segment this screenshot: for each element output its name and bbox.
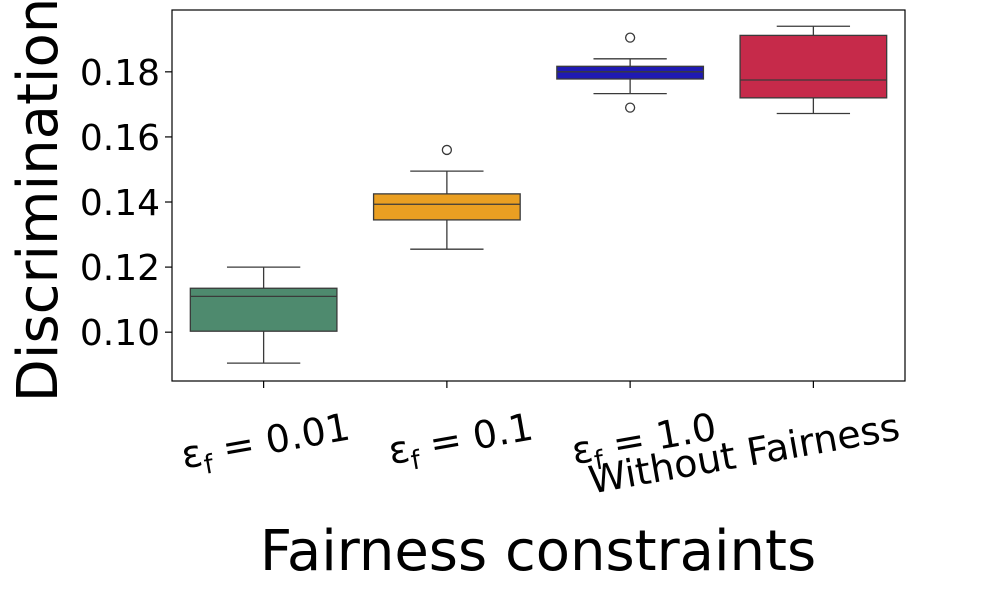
box-group — [189, 266, 338, 364]
box-group — [739, 25, 888, 115]
box-iqr — [739, 34, 888, 99]
box-group — [556, 32, 705, 113]
y-tick-label: 0.16 — [80, 118, 160, 159]
outlier-point — [624, 32, 636, 43]
y-tick-label: 0.12 — [80, 248, 160, 289]
box-iqr — [372, 193, 521, 221]
x-tick-label: εf = 0.1 — [385, 405, 538, 481]
outlier-point — [441, 144, 453, 156]
y-tick-label: 0.14 — [80, 183, 160, 224]
box-iqr — [556, 65, 705, 80]
outlier-point — [624, 102, 636, 113]
boxes-layer — [189, 25, 888, 364]
y-tick-label: 0.18 — [80, 53, 160, 94]
y-axis-title: Discrimination — [6, 0, 71, 402]
plot-frame — [171, 9, 906, 382]
x-axis-title: Fairness constraints — [260, 519, 816, 584]
box-group — [372, 144, 521, 250]
box-iqr — [189, 287, 338, 332]
x-tick-label: εf = 0.01 — [178, 405, 355, 485]
y-axis: 0.10 0.12 0.14 0.16 0.18 — [80, 53, 172, 354]
y-tick-label: 0.10 — [80, 313, 160, 354]
